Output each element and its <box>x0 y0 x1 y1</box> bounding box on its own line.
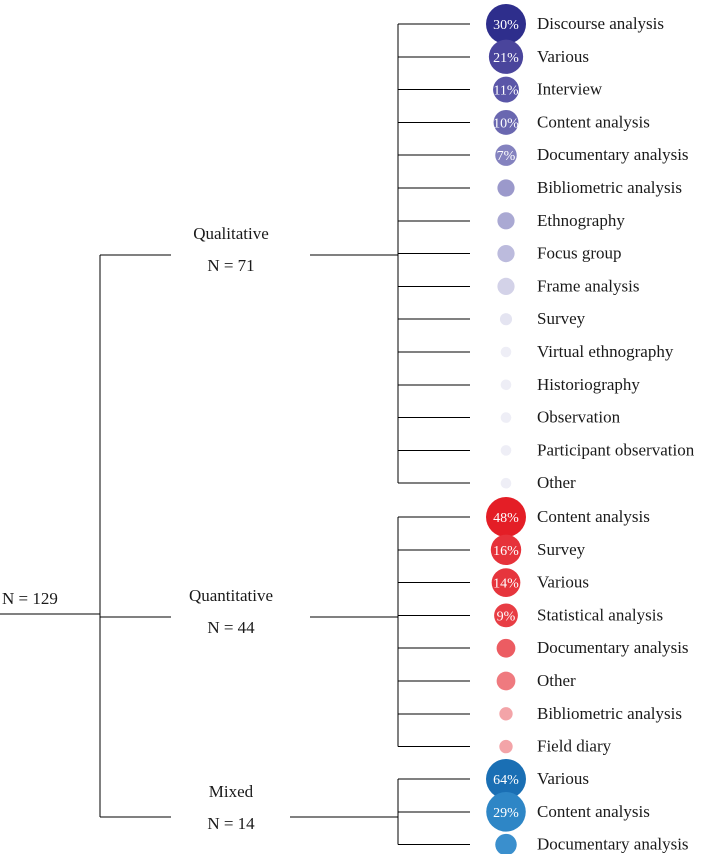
leaf-bubble <box>497 179 515 197</box>
group-count: N = 44 <box>207 618 255 637</box>
leaf-percentage: 48% <box>493 511 519 526</box>
leaf-label: Interview <box>537 80 603 99</box>
leaf-label: Statistical analysis <box>537 605 663 624</box>
group-mixed: Mixed N = 14 64% Various 29% Content analysis… <box>207 759 689 854</box>
leaf-bubble <box>497 277 515 295</box>
leaf-bubble <box>499 313 513 326</box>
leaf-label: Documentary analysis <box>537 638 689 657</box>
leaf-bubble <box>493 109 519 135</box>
leaf-label: Content analysis <box>537 507 650 526</box>
leaf-percentage: 10% <box>493 116 519 131</box>
leaf-percentage: 14% <box>493 577 519 592</box>
leaf-bubble <box>486 792 526 832</box>
leaf-label: Observation <box>537 408 621 427</box>
leaf-bubble <box>486 497 526 537</box>
leaf-bubble <box>486 4 526 44</box>
leaf-label: Various <box>537 573 589 592</box>
group-count: N = 71 <box>207 256 254 275</box>
leaf-bubble <box>491 568 521 597</box>
leaf-label: Various <box>537 47 589 66</box>
leaf-label: Bibliometric analysis <box>537 178 682 197</box>
leaf-bubble <box>488 39 524 74</box>
group-count: N = 14 <box>207 814 255 833</box>
root-label: N = 129 <box>2 589 58 608</box>
leaf-bubble <box>494 603 518 628</box>
group-name: Quantitative <box>189 586 273 605</box>
leaf-label: Other <box>537 671 576 690</box>
leaf-label: Field diary <box>537 737 612 756</box>
leaf-bubble <box>499 739 513 754</box>
leaf-percentage: 64% <box>493 773 519 788</box>
leaf-bubble <box>497 245 515 263</box>
leaf-bubble <box>496 638 516 658</box>
leaf-label: Various <box>537 769 589 788</box>
leaf-bubble <box>500 346 512 358</box>
leaf-label: Survey <box>537 540 586 559</box>
leaf-label: Participant observation <box>537 440 695 459</box>
leaf-label: Ethnography <box>537 211 625 230</box>
leaf-bubble <box>500 477 512 489</box>
leaf-percentage: 9% <box>497 609 516 624</box>
group-qualitative: Qualitative N = 71 30% Discourse analysis 21… <box>193 4 695 492</box>
leaf-label: Virtual ethnography <box>537 342 674 361</box>
leaf-label: Other <box>537 473 576 492</box>
leaf-bubble <box>499 707 513 721</box>
leaf-label: Focus group <box>537 244 622 263</box>
leaf-label: Frame analysis <box>537 276 639 295</box>
leaf-percentage: 30% <box>493 18 519 33</box>
leaf-label: Documentary analysis <box>537 145 689 164</box>
leaf-bubble <box>500 379 512 391</box>
leaf-bubble <box>497 212 515 230</box>
group-quantitative: Quantitative N = 44 48% Content analysis 16%… <box>189 497 689 756</box>
group-name: Mixed <box>209 782 254 801</box>
leaf-label: Content analysis <box>537 112 650 131</box>
leaf-label: Historiography <box>537 375 640 394</box>
leaf-label: Content analysis <box>537 802 650 821</box>
leaf-percentage: 21% <box>493 51 519 66</box>
leaf-label: Discourse analysis <box>537 14 664 33</box>
leaf-bubble <box>486 759 526 799</box>
leaf-label: Survey <box>537 309 586 328</box>
connector-lines <box>0 23 470 846</box>
leaf-bubble <box>495 833 517 854</box>
group-name: Qualitative <box>193 224 269 243</box>
leaf-bubble <box>500 412 512 423</box>
leaf-bubble <box>500 445 512 456</box>
leaf-bubble <box>493 76 519 103</box>
leaf-percentage: 7% <box>497 149 516 164</box>
leaf-percentage: 11% <box>493 84 518 99</box>
leaf-bubble <box>496 671 516 691</box>
leaf-percentage: 29% <box>493 806 519 821</box>
leaf-percentage: 16% <box>493 544 519 559</box>
leaf-label: Bibliometric analysis <box>537 704 682 723</box>
leaf-bubble <box>490 534 522 565</box>
groups: Qualitative N = 71 30% Discourse analysis 21… <box>189 4 695 854</box>
leaf-label: Documentary analysis <box>537 835 689 854</box>
leaf-bubble <box>495 144 517 166</box>
